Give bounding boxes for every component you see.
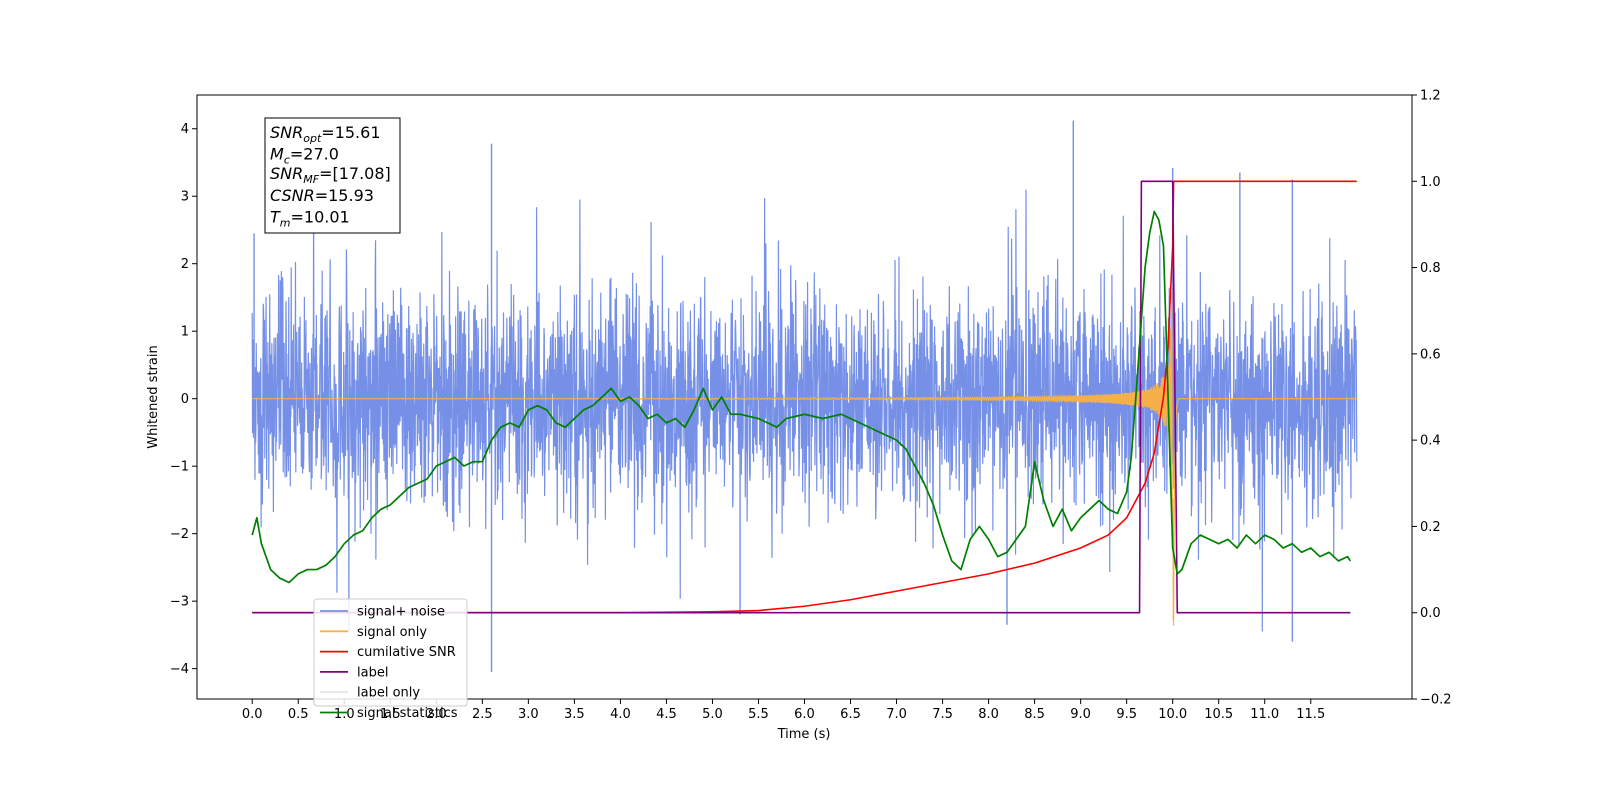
x-tick-label: 2.5 (472, 707, 493, 722)
x-tick-label: 0.5 (288, 707, 309, 722)
x-tick-label: 3.0 (518, 707, 539, 722)
series-signal-statistics-line (251, 210, 1352, 584)
annotation-value: =10.01 (291, 207, 350, 226)
x-tick-label: 8.0 (978, 707, 999, 722)
legend-label: signal statistics (357, 706, 458, 721)
x-tick-label: 11.0 (1250, 707, 1279, 722)
annotation-line: Mc=27.0 (270, 145, 339, 167)
y2-tick-label: 1.2 (1420, 89, 1441, 104)
y2-tick-label: 0.8 (1420, 261, 1441, 276)
legend-label: label (357, 665, 388, 680)
annotation-subscript: MF (303, 173, 319, 186)
x-tick-label: 7.0 (886, 707, 907, 722)
x-tick-label: 3.5 (564, 707, 585, 722)
annotation-value: =27.0 (290, 145, 339, 164)
y2-tick-label: 0.0 (1420, 606, 1441, 621)
x-tick-label: 8.5 (1024, 707, 1045, 722)
legend-label: signal only (357, 625, 427, 640)
y2-tick-label: 0.2 (1420, 520, 1441, 535)
y-tick-label: 0 (181, 392, 189, 407)
x-tick-label: 10.5 (1204, 707, 1233, 722)
x-tick-label: 4.0 (610, 707, 631, 722)
y-axis-label: Whitened strain (146, 345, 161, 448)
x-tick-label: 9.0 (1070, 707, 1091, 722)
x-tick-label: 2.0 (426, 707, 447, 722)
y-tick-label: 3 (181, 190, 189, 205)
annotation-box: SNRopt=15.61Mc=27.0SNRMF=[17.08]CSNR=15.… (264, 117, 401, 234)
legend-label: signal+ noise (357, 605, 445, 620)
x-tick-label: 4.5 (656, 707, 677, 722)
y-tick-label: −4 (170, 662, 189, 677)
x-tick-label: 7.5 (932, 707, 953, 722)
y-tick-label: 1 (181, 325, 189, 340)
annotation-value: =15.61 (321, 123, 380, 142)
series-label-line (252, 180, 1351, 614)
annotation-base: T (270, 207, 281, 226)
annotation-frame (264, 117, 401, 234)
x-tick-label: 11.5 (1296, 707, 1325, 722)
y-tick-label: 4 (181, 122, 189, 137)
y-tick-label: 2 (181, 257, 189, 272)
y-tick-label: −1 (170, 460, 189, 475)
plot-area (251, 120, 1358, 673)
series-signal-noise-line (251, 185, 1358, 632)
annotation-subscript: c (284, 154, 290, 167)
annotation-base: SNR (270, 123, 303, 142)
y2-tick-label: 0.6 (1420, 347, 1441, 362)
x-tick-label: 6.0 (794, 707, 815, 722)
annotation-subscript: opt (303, 132, 322, 145)
x-tick-label: 5.0 (702, 707, 723, 722)
y2-tick-label: 1.0 (1420, 175, 1441, 190)
annotation-base: SNR (270, 164, 303, 183)
annotation-line: Tm=10.01 (270, 207, 350, 229)
annotation-value: =15.93 (315, 186, 374, 205)
y-axis-left: −4 −3 −2 −1 0 1 2 3 4 (170, 122, 197, 677)
y-tick-label: −3 (170, 595, 189, 610)
legend-label: cumilative SNR (357, 645, 456, 660)
y2-tick-label: −0.2 (1420, 693, 1452, 708)
annotation-base: CSNR (270, 186, 315, 205)
annotation-base: M (270, 145, 284, 164)
y-tick-label: −2 (170, 527, 189, 542)
annotation-value: =[17.08] (319, 164, 391, 183)
x-tick-label: 5.5 (748, 707, 769, 722)
annotation-line: SNRopt=15.61 (270, 123, 381, 145)
legend: signal+ noise signal only cumilative SNR la… (313, 598, 468, 721)
series-signal-only-line (252, 292, 1357, 626)
x-axis: 0.0 0.5 1.0 1.5 2.0 2.5 3.0 3.5 4.0 4.5 5.0 5.5 6.0 6… (242, 699, 1325, 722)
annotation-line: CSNR=15.93 (270, 186, 374, 205)
annotation-line: SNRMF=[17.08] (270, 164, 391, 186)
x-tick-label: 0.0 (242, 707, 263, 722)
x-tick-label: 10.0 (1158, 707, 1187, 722)
y-axis-right: −0.2 0.0 0.2 0.4 0.6 0.8 1.0 1.2 (1412, 89, 1452, 708)
legend-label: label only (357, 686, 420, 701)
legend-frame (313, 598, 468, 707)
x-axis-label: Time (s) (777, 727, 831, 742)
annotation-subscript: m (280, 216, 291, 229)
x-tick-label: 6.5 (840, 707, 861, 722)
x-tick-label: 1.0 (334, 707, 355, 722)
y2-tick-label: 0.4 (1420, 434, 1441, 449)
x-tick-label: 1.5 (380, 707, 401, 722)
x-tick-label: 9.5 (1116, 707, 1137, 722)
